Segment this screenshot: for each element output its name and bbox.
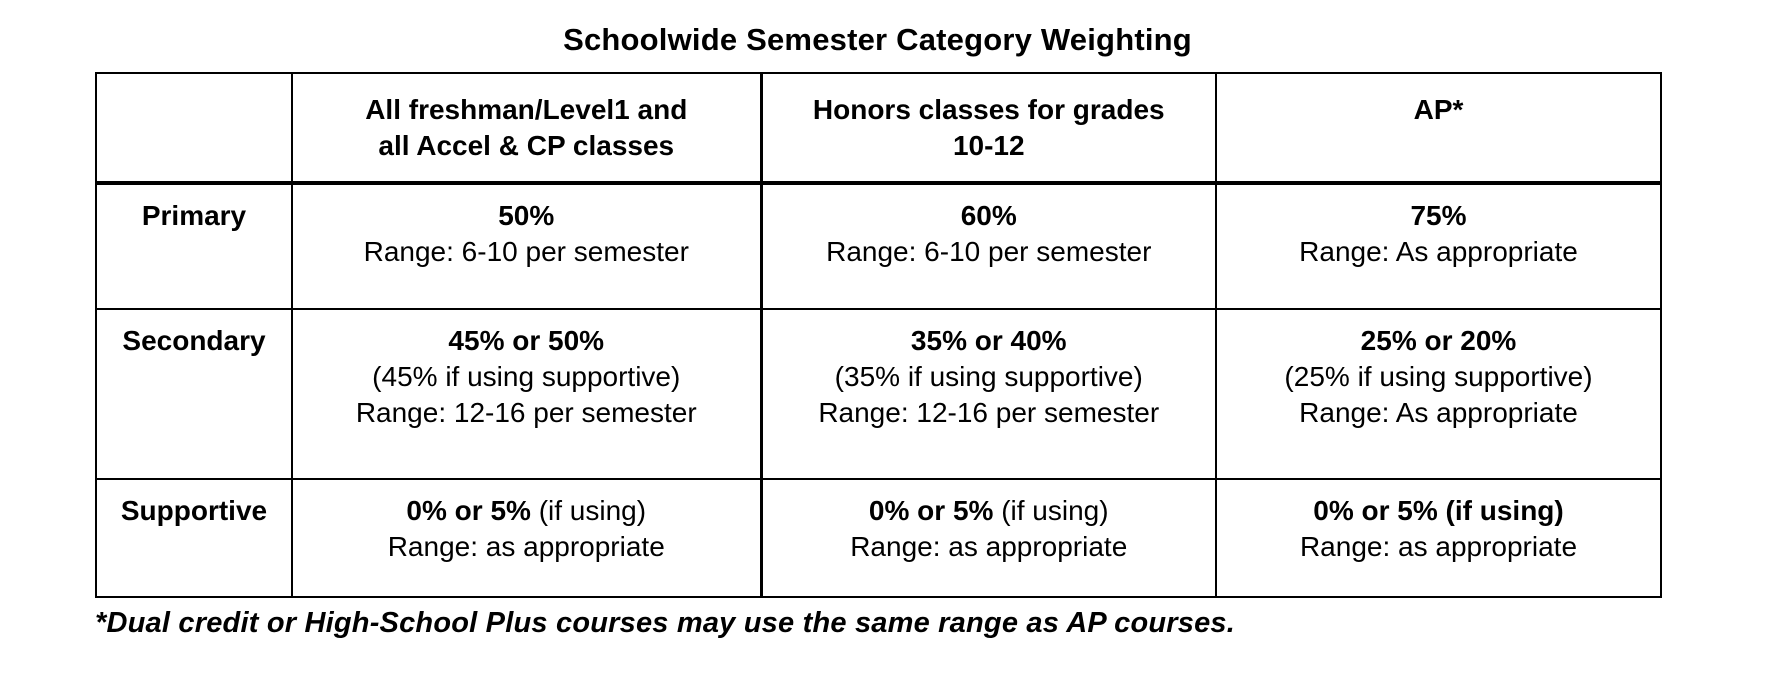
cell-primary-honors: 60% Range: 6-10 per semester	[760, 182, 1217, 310]
table-row-primary: Primary 50% Range: 6-10 per semester 60%…	[95, 182, 1662, 310]
column-header-honors: Honors classes for grades 10-12	[760, 72, 1217, 185]
cell-primary-ap: 75% Range: As appropriate	[1215, 182, 1662, 310]
cell-primary-freshman: 50% Range: 6-10 per semester	[291, 182, 763, 310]
page-title: Schoolwide Semester Category Weighting	[563, 22, 1192, 57]
cell-supportive-ap: 0% or 5% (if using) Range: as appropriat…	[1215, 478, 1662, 598]
weighting-table: All freshman/Level1 and all Accel & CP c…	[95, 72, 1662, 598]
table-row-supportive: Supportive 0% or 5% (if using) Range: as…	[95, 478, 1662, 598]
footnote: *Dual credit or High-School Plus courses…	[95, 607, 1236, 639]
column-header-freshman: All freshman/Level1 and all Accel & CP c…	[291, 72, 763, 185]
cell-secondary-ap: 25% or 20% (25% if using supportive) Ran…	[1215, 308, 1662, 480]
column-header-ap: AP*	[1215, 72, 1662, 185]
cell-secondary-honors: 35% or 40% (35% if using supportive) Ran…	[760, 308, 1217, 480]
cell-secondary-freshman: 45% or 50% (45% if using supportive) Ran…	[291, 308, 763, 480]
cell-supportive-honors: 0% or 5% (if using) Range: as appropriat…	[760, 478, 1217, 598]
cell-supportive-freshman: 0% or 5% (if using) Range: as appropriat…	[291, 478, 763, 598]
document-page: Schoolwide Semester Category Weighting A…	[95, 0, 1662, 640]
row-label-secondary: Secondary	[95, 308, 293, 480]
column-header-blank	[95, 72, 293, 185]
row-label-primary: Primary	[95, 182, 293, 310]
table-row-secondary: Secondary 45% or 50% (45% if using suppo…	[95, 308, 1662, 480]
header-row: All freshman/Level1 and all Accel & CP c…	[95, 72, 1662, 185]
row-label-supportive: Supportive	[95, 478, 293, 598]
